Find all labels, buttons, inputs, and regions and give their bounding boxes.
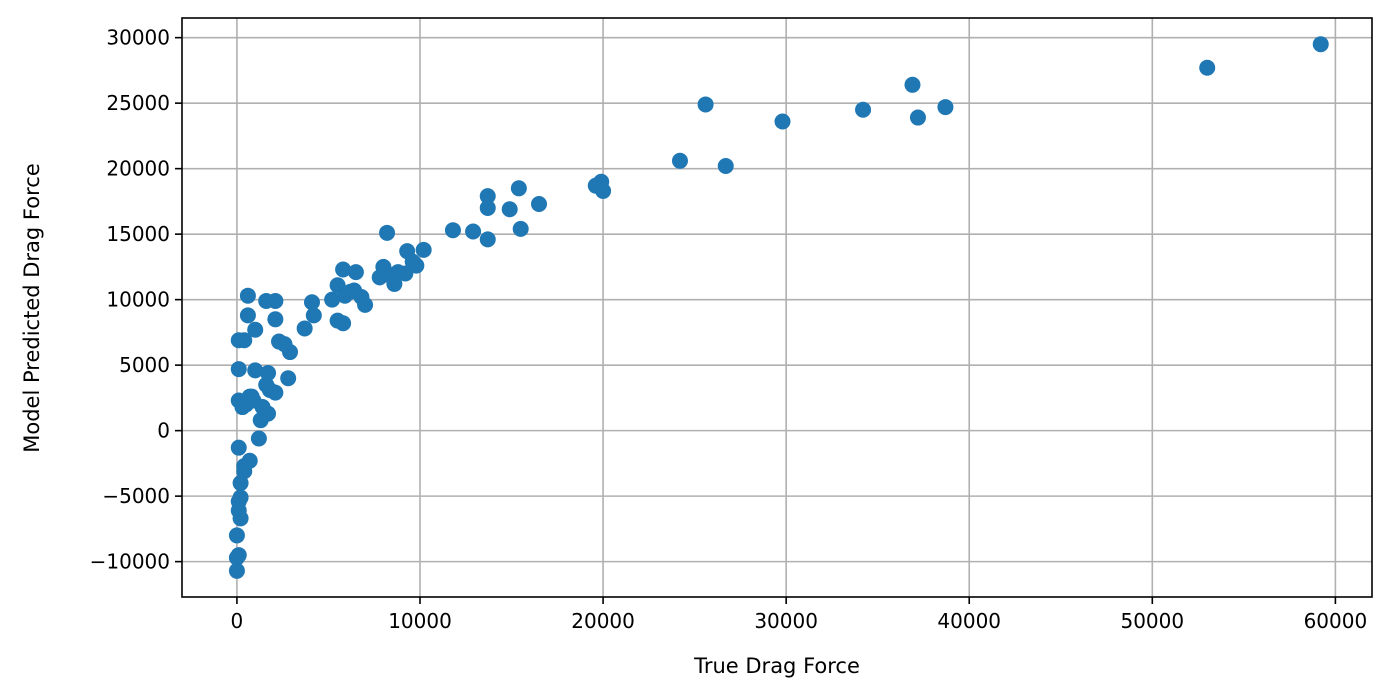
data-point (510, 180, 527, 197)
x-tick-label: 60000 (1304, 609, 1368, 633)
y-tick-label: 10000 (106, 288, 170, 312)
x-tick-label: 30000 (754, 609, 818, 633)
y-tick-label: 15000 (106, 222, 170, 246)
data-point (230, 361, 247, 378)
data-point (232, 475, 249, 492)
data-point (512, 220, 529, 237)
x-tick-label: 10000 (388, 609, 452, 633)
data-point (379, 224, 396, 241)
data-point (937, 99, 954, 116)
y-axis-label: Model Predicted Drag Force (20, 163, 44, 452)
y-tick-label: 0 (157, 419, 170, 443)
data-point (342, 283, 359, 300)
data-point (909, 109, 926, 126)
data-point (697, 96, 714, 113)
data-point (1312, 36, 1329, 53)
data-point (230, 332, 247, 349)
data-point (247, 321, 264, 338)
y-tick-label: 25000 (106, 91, 170, 115)
plot-frame (181, 17, 1373, 598)
data-point (258, 292, 275, 309)
data-point (239, 287, 256, 304)
data-point (241, 388, 258, 405)
data-point (774, 113, 791, 130)
data-point (904, 76, 921, 93)
data-point (501, 201, 518, 218)
data-point (324, 291, 341, 308)
y-tick-label: −5000 (102, 484, 170, 508)
data-point (595, 182, 612, 199)
data-point (247, 362, 264, 379)
data-point (303, 294, 320, 311)
data-point (671, 152, 688, 169)
data-point (260, 364, 277, 381)
data-point (267, 311, 284, 328)
data-point (329, 312, 346, 329)
data-point (232, 510, 249, 527)
data-point (415, 241, 432, 258)
data-point (228, 549, 245, 566)
x-axis-label: True Drag Force (693, 654, 860, 678)
axis-ticks: 0 10000 20000 30000 40000 50000 60000−10000−50… (90, 26, 1368, 633)
data-point (531, 196, 547, 213)
data-point (855, 101, 872, 118)
data-point (479, 231, 496, 248)
x-tick-label: 20000 (571, 609, 635, 633)
y-tick-label: 20000 (106, 157, 170, 181)
y-tick-label: 5000 (119, 353, 170, 377)
data-point (347, 264, 364, 281)
data-point (228, 562, 245, 579)
data-point (230, 439, 247, 456)
x-tick-label: 50000 (1120, 609, 1184, 633)
data-point (717, 158, 734, 175)
data-point (258, 376, 275, 393)
y-tick-label: 30000 (106, 26, 170, 50)
data-point (252, 412, 269, 429)
data-points (228, 36, 1329, 579)
data-point (250, 430, 267, 447)
data-point (305, 307, 322, 324)
data-point (371, 269, 388, 286)
data-point (465, 223, 482, 240)
data-point (271, 333, 288, 350)
data-point (280, 370, 297, 387)
data-point (1199, 59, 1216, 76)
x-tick-label: 40000 (937, 609, 1001, 633)
grid-lines (182, 18, 1372, 597)
data-point (479, 199, 496, 216)
y-tick-label: −10000 (90, 550, 170, 574)
data-point (228, 527, 245, 544)
data-point (479, 188, 496, 205)
data-point (444, 222, 461, 239)
data-point (404, 253, 421, 270)
data-point (335, 261, 352, 278)
data-point (296, 320, 313, 337)
x-tick-label: 0 (231, 609, 244, 633)
data-point (239, 307, 256, 324)
